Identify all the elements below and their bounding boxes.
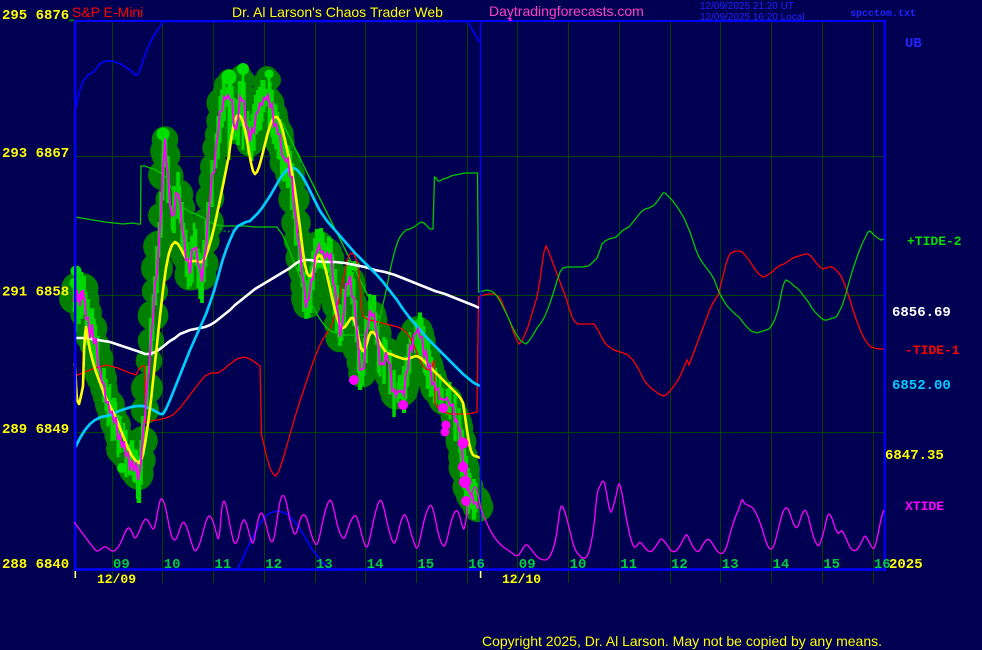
svg-text:13: 13: [316, 557, 333, 573]
svg-text:14: 14: [367, 557, 384, 573]
svg-text:09: 09: [113, 557, 130, 573]
svg-text:6847.35: 6847.35: [885, 448, 944, 464]
svg-text:291 6858: 291 6858: [2, 285, 69, 301]
svg-text:10: 10: [570, 557, 587, 573]
svg-text:16: 16: [468, 557, 485, 573]
svg-text:12/09/2025 16:20 Local: 12/09/2025 16:20 Local: [700, 12, 805, 23]
svg-text:289 6849: 289 6849: [2, 422, 69, 438]
svg-text:6852.00: 6852.00: [892, 378, 951, 394]
svg-text:11: 11: [620, 557, 637, 573]
svg-text:UB: UB: [905, 36, 922, 52]
svg-text:14: 14: [773, 557, 790, 573]
svg-text:16: 16: [874, 557, 891, 573]
svg-text:2025: 2025: [889, 557, 923, 573]
svg-text:S&P E-Mini: S&P E-Mini: [72, 4, 143, 20]
svg-text:Dr. Al Larson's Chaos Trader W: Dr. Al Larson's Chaos Trader Web: [232, 4, 443, 20]
svg-text:+TIDE-2: +TIDE-2: [907, 234, 962, 249]
svg-text:spcctom.txt: spcctom.txt: [850, 9, 916, 20]
svg-text:10: 10: [164, 557, 181, 573]
svg-text:Daytradingforecasts.com: Daytradingforecasts.com: [489, 3, 644, 19]
svg-text:288 6840: 288 6840: [2, 557, 69, 573]
svg-text:12: 12: [671, 557, 688, 573]
svg-text:13: 13: [722, 557, 739, 573]
svg-text:XTIDE: XTIDE: [905, 499, 944, 514]
svg-text:Copyright 2025, Dr. Al Larson.: Copyright 2025, Dr. Al Larson. May not b…: [482, 633, 882, 649]
svg-text:09: 09: [519, 557, 536, 573]
svg-text:293 6867: 293 6867: [2, 146, 69, 162]
svg-text:-TIDE-1: -TIDE-1: [905, 343, 960, 358]
svg-text:15: 15: [823, 557, 840, 573]
svg-text:12/09: 12/09: [97, 572, 136, 587]
svg-text:15: 15: [417, 557, 434, 573]
svg-text:295 6876: 295 6876: [2, 8, 69, 24]
svg-text:12/10: 12/10: [502, 572, 541, 587]
svg-text:12/09/2025 21:20 UT: 12/09/2025 21:20 UT: [700, 1, 794, 12]
svg-text:6856.69: 6856.69: [892, 305, 951, 321]
svg-text:12: 12: [265, 557, 282, 573]
svg-text:11: 11: [215, 557, 232, 573]
